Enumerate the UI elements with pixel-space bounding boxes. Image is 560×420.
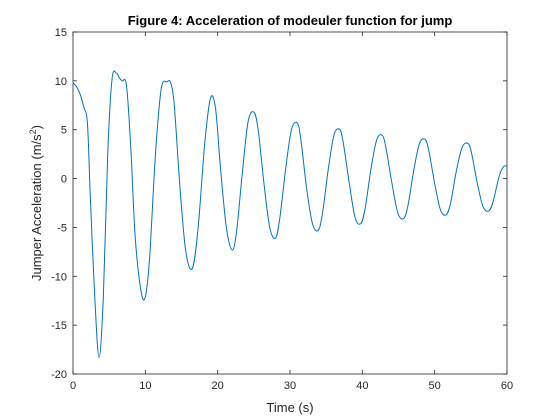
x-axis-label: Time (s) [266, 400, 313, 415]
axis-ticks [72, 31, 508, 375]
y-axis-label-main: Jumper Acceleration (m/s [29, 134, 44, 281]
y-tick-label: 0 [61, 174, 67, 186]
axis-tick-labels: 0 10 20 30 40 50 60 -20 -15 -10 -5 0 5 10 15 [51, 27, 513, 392]
x-tick-label: 0 [70, 380, 76, 392]
y-tick-label: -10 [51, 271, 67, 283]
x-tick-label: 60 [501, 380, 513, 392]
y-tick-label: 15 [55, 27, 67, 39]
x-tick-label: 40 [356, 380, 368, 392]
chart-title: Figure 4: Acceleration of modeuler funct… [128, 13, 453, 28]
x-tick-label: 10 [139, 380, 151, 392]
y-tick-label: 5 [61, 125, 67, 137]
y-tick-label: -20 [51, 369, 67, 381]
x-tick-label: 30 [284, 380, 296, 392]
y-axis-label: Jumper Acceleration (m/s2) [28, 125, 44, 281]
y-axis-label-end: ) [29, 125, 44, 129]
plot-area [72, 31, 508, 375]
x-tick-label: 50 [429, 380, 441, 392]
series-line-acceleration [72, 70, 508, 358]
y-tick-label: -15 [51, 320, 67, 332]
y-tick-label: 10 [55, 76, 67, 88]
y-tick-label: -5 [57, 222, 67, 234]
y-axis-label-sup: 2 [28, 129, 38, 134]
x-tick-label: 20 [212, 380, 224, 392]
